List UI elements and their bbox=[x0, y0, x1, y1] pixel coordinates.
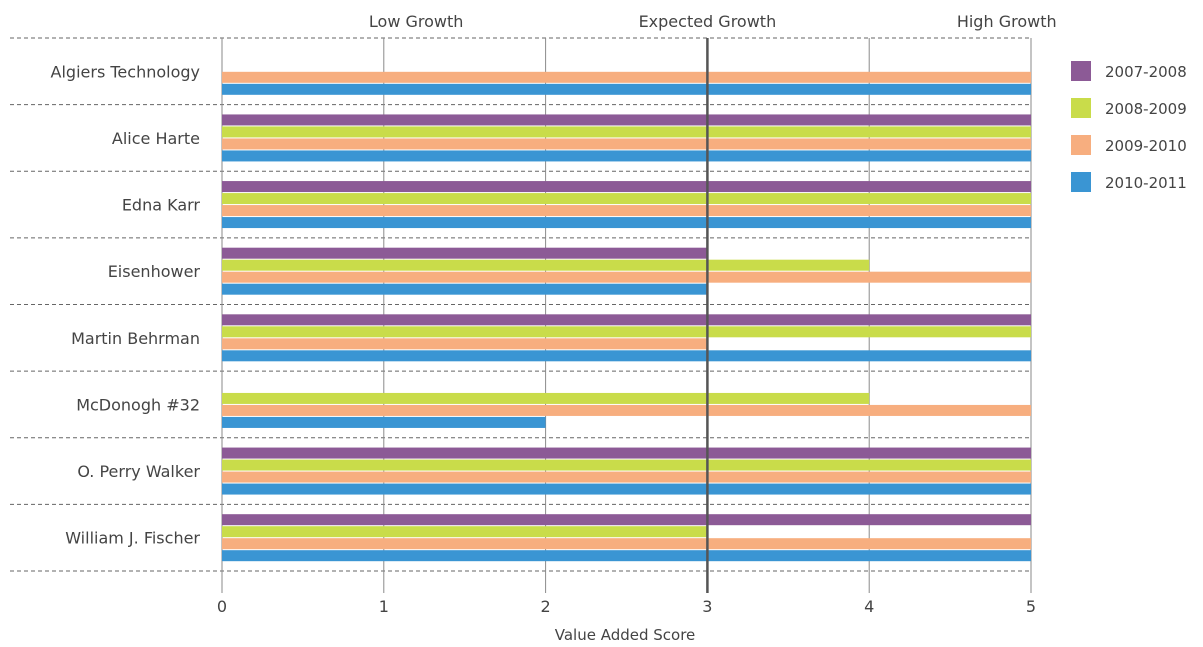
x-tick-label: 4 bbox=[864, 597, 874, 616]
zone-label: Expected Growth bbox=[639, 12, 777, 31]
bar bbox=[222, 150, 1031, 162]
bar bbox=[222, 483, 1031, 495]
category-label: William J. Fischer bbox=[65, 529, 200, 548]
legend-label: 2007-2008 bbox=[1105, 63, 1187, 81]
legend-swatch bbox=[1071, 172, 1091, 192]
bar bbox=[222, 416, 546, 428]
bar bbox=[222, 181, 1031, 193]
bar bbox=[222, 338, 708, 350]
x-axis-title: Value Added Score bbox=[555, 626, 696, 644]
bar bbox=[222, 471, 1031, 483]
bars-layer bbox=[222, 71, 1031, 562]
bar bbox=[222, 459, 1031, 471]
x-tick-label: 1 bbox=[379, 597, 389, 616]
bar bbox=[222, 71, 1031, 83]
zone-label: Low Growth bbox=[369, 12, 464, 31]
x-tick-label: 2 bbox=[541, 597, 551, 616]
legend-swatch bbox=[1071, 135, 1091, 155]
bar bbox=[222, 83, 1031, 95]
bar bbox=[222, 404, 1031, 416]
legend-swatch bbox=[1071, 61, 1091, 81]
zone-label: High Growth bbox=[957, 12, 1057, 31]
bar bbox=[222, 514, 1031, 526]
bar bbox=[222, 314, 1031, 326]
bar bbox=[222, 114, 1031, 126]
bar bbox=[222, 259, 870, 271]
category-label: Edna Karr bbox=[122, 196, 201, 215]
bar bbox=[222, 126, 1031, 138]
category-label: O. Perry Walker bbox=[77, 462, 200, 481]
category-label: Alice Harte bbox=[112, 129, 200, 148]
bar bbox=[222, 526, 708, 538]
legend-label: 2008-2009 bbox=[1105, 100, 1187, 118]
bar bbox=[222, 326, 1031, 338]
bar bbox=[222, 447, 1031, 459]
legend-swatch bbox=[1071, 98, 1091, 118]
x-tick-label: 3 bbox=[702, 597, 712, 616]
x-tick-label: 0 bbox=[217, 597, 227, 616]
category-label: Eisenhower bbox=[108, 262, 201, 281]
labels-layer: 0 1 2 3 4 5 Algiers Technology Alice Harte Edna … bbox=[51, 12, 1057, 616]
bar bbox=[222, 205, 1031, 217]
bar bbox=[222, 271, 1031, 283]
x-tick-label: 5 bbox=[1026, 597, 1036, 616]
legend-label: 2010-2011 bbox=[1105, 174, 1187, 192]
bar bbox=[222, 350, 1031, 362]
category-label: Martin Behrman bbox=[71, 329, 200, 348]
legend-label: 2009-2010 bbox=[1105, 137, 1187, 155]
category-label: McDonogh #32 bbox=[76, 395, 200, 414]
bar bbox=[222, 550, 1031, 562]
bar bbox=[222, 283, 708, 295]
bar bbox=[222, 138, 1031, 150]
bar bbox=[222, 193, 1031, 205]
bar bbox=[222, 538, 1031, 550]
bar bbox=[222, 247, 708, 259]
category-label: Algiers Technology bbox=[51, 62, 200, 81]
bar bbox=[222, 392, 870, 404]
legend: 2007-2008 2008-2009 2009-2010 2010-2011 bbox=[1071, 61, 1187, 192]
bar bbox=[222, 217, 1031, 229]
